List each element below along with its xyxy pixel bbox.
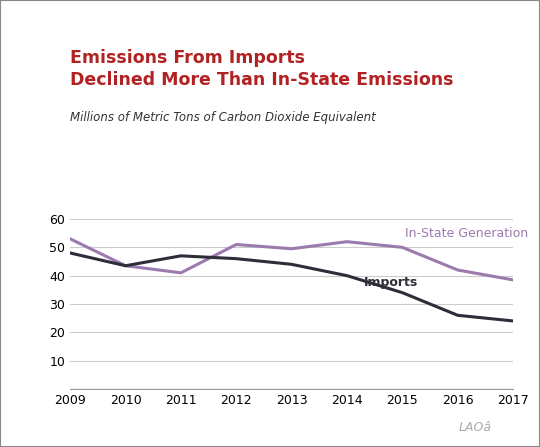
Text: In-State Generation: In-State Generation <box>405 228 528 240</box>
Text: Emissions From Imports
Declined More Than In-State Emissions: Emissions From Imports Declined More Tha… <box>70 49 454 89</box>
Text: Imports: Imports <box>363 275 418 289</box>
Text: LAOâ: LAOâ <box>458 422 492 434</box>
Text: Millions of Metric Tons of Carbon Dioxide Equivalent: Millions of Metric Tons of Carbon Dioxid… <box>70 111 376 124</box>
Text: Figure 7: Figure 7 <box>10 12 68 25</box>
